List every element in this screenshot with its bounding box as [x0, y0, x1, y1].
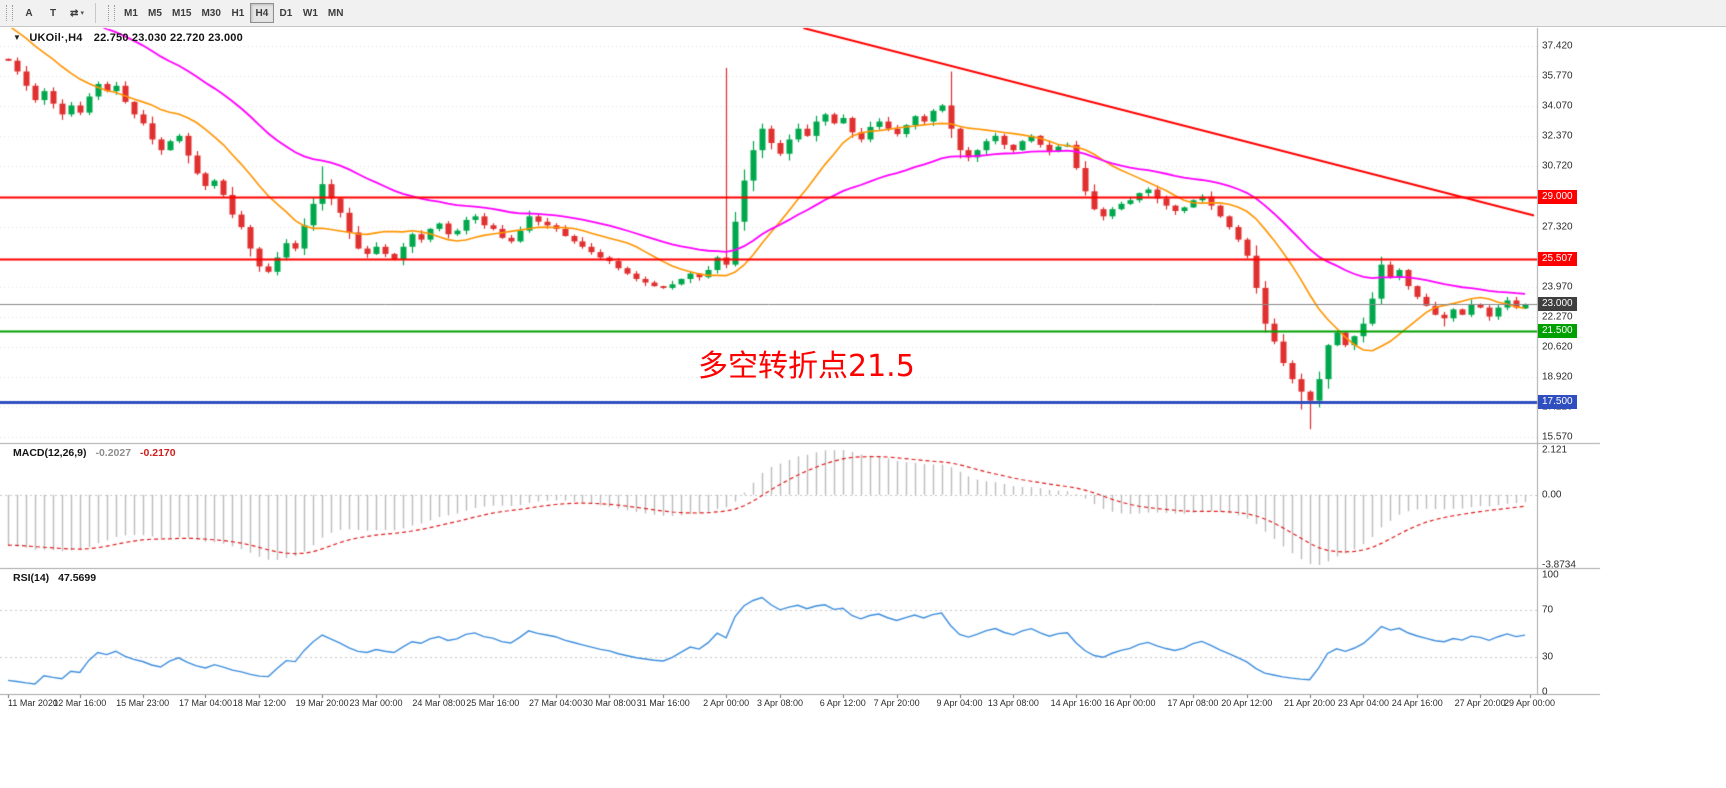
symbol-period-title: UKOil·,H4 — [29, 32, 83, 44]
time-tick-label: 17 Mar 04:00 — [178, 698, 232, 708]
macd-axis-label: 0.00 — [1542, 489, 1562, 501]
time-tick-label: 24 Apr 16:00 — [1391, 698, 1443, 708]
price-level-label: 25.507 — [1538, 252, 1577, 267]
timeframe-button-h4[interactable]: H4 — [249, 3, 274, 23]
price-tick-label: 35.770 — [1542, 70, 1573, 82]
rsi-indicator-label: RSI(14) 47.5699 — [13, 572, 96, 584]
price-level-label: 21.500 — [1538, 323, 1577, 338]
dropdown-caret-icon: ▾ — [80, 10, 84, 17]
time-tick-label: 12 Mar 16:00 — [53, 698, 107, 708]
rsi-axis-label: 100 — [1542, 569, 1559, 581]
arrows-tool[interactable]: ⇄ ▾ — [65, 3, 89, 23]
rsi-axis-label: 30 — [1542, 651, 1554, 663]
chart-marker-icon: ▼ — [13, 33, 22, 42]
time-tick-label: 2 Apr 00:00 — [703, 698, 750, 708]
price-tick-label: 30.720 — [1542, 160, 1573, 172]
timeframe-button-m15[interactable]: M15 — [172, 7, 192, 19]
price-tick-label: 27.320 — [1542, 221, 1573, 233]
price-axis[interactable] — [1537, 28, 1600, 694]
macd-value: -0.2027 — [95, 447, 132, 459]
chart-annotation-text[interactable]: 多空转折点21.5 — [698, 349, 915, 384]
timeframe-button-m30[interactable]: M30 — [201, 7, 221, 19]
label-tool-glyph: A — [25, 7, 33, 19]
toolbar-separator — [95, 3, 96, 23]
macd-axis-label: 2.121 — [1542, 444, 1568, 456]
time-tick-label: 20 Apr 12:00 — [1221, 698, 1273, 708]
price-tick-label: 18.920 — [1542, 371, 1573, 383]
time-tick-label: 30 Mar 08:00 — [582, 698, 636, 708]
timeframe-button-m1[interactable]: M1 — [124, 7, 138, 19]
ohlc-readout: 22.750 23.030 22.720 23.000 — [93, 32, 243, 44]
time-tick-label: 23 Apr 04:00 — [1337, 698, 1389, 708]
price-tick-label: 20.620 — [1542, 341, 1573, 353]
timeframes-toolbar: M1 M5 M15 M30 H1 H4 D1 W1 MN — [119, 3, 348, 23]
label-tool[interactable]: A — [17, 3, 41, 23]
text-tool-glyph: T — [49, 7, 57, 19]
time-tick-label: 13 Apr 08:00 — [987, 698, 1039, 708]
toolbar-grip-2[interactable] — [108, 5, 115, 21]
price-level-label: 29.000 — [1538, 189, 1577, 204]
macd-signal-value: -0.2170 — [140, 447, 176, 459]
time-tick-label: 27 Mar 04:00 — [529, 698, 583, 708]
timeframe-button-h1[interactable]: H1 — [231, 7, 245, 19]
macd-name: MACD(12,26,9) — [13, 447, 87, 459]
timeframe-button-m5[interactable]: M5 — [148, 7, 162, 19]
timeframe-button-d1[interactable]: D1 — [279, 7, 293, 19]
price-tick-label: 37.420 — [1542, 40, 1573, 52]
time-tick-label: 21 Apr 20:00 — [1284, 698, 1336, 708]
rsi-name: RSI(14) — [13, 572, 50, 584]
time-tick-label: 14 Apr 16:00 — [1050, 698, 1102, 708]
line-studies-toolbar: A T ⇄ ▾ — [17, 3, 89, 23]
rsi-axis-label: 0 — [1542, 686, 1548, 698]
price-tick-label: 22.270 — [1542, 311, 1573, 323]
rsi-axis-label: 70 — [1542, 604, 1554, 616]
time-tick-label: 19 Mar 20:00 — [295, 698, 349, 708]
price-tick-label: 34.070 — [1542, 100, 1573, 112]
arrows-tool-glyph: ⇄ — [70, 7, 79, 19]
time-tick-label: 29 Apr 00:00 — [1503, 698, 1556, 708]
price-tick-label: 32.370 — [1542, 130, 1573, 142]
timeframe-button-mn[interactable]: MN — [327, 7, 344, 19]
time-tick-label: 17 Apr 08:00 — [1167, 698, 1219, 708]
macd-axis-label: -3.8734 — [1542, 559, 1576, 571]
text-tool[interactable]: T — [41, 3, 65, 23]
time-tick-label: 7 Apr 20:00 — [873, 698, 920, 708]
time-tick-label: 27 Apr 20:00 — [1454, 698, 1506, 708]
timeframe-button-w1[interactable]: W1 — [302, 7, 318, 19]
toolbar-grip[interactable] — [6, 5, 13, 21]
price-tick-label: 15.570 — [1542, 431, 1573, 443]
time-tick-label: 15 Mar 23:00 — [116, 698, 170, 708]
chart-header: ▼ UKOil·,H4 22.750 23.030 22.720 23.000 — [13, 32, 243, 44]
rsi-value: 47.5699 — [58, 572, 97, 584]
time-tick-label: 24 Mar 08:00 — [412, 698, 466, 708]
toolbar: A T ⇄ ▾ M1 M5 M15 M30 H1 H4 D1 W1 MN — [0, 0, 1726, 27]
current-price-label: 23.000 — [1538, 297, 1577, 311]
time-tick-label: 16 Apr 00:00 — [1104, 698, 1156, 708]
price-tick-label: 23.970 — [1542, 281, 1573, 293]
price-level-label: 17.500 — [1538, 395, 1577, 410]
time-tick-label: 18 Mar 12:00 — [232, 698, 286, 708]
time-tick-label: 9 Apr 04:00 — [936, 698, 983, 708]
time-tick-label: 3 Apr 08:00 — [756, 698, 803, 708]
time-tick-label: 25 Mar 16:00 — [466, 698, 520, 708]
time-tick-label: 31 Mar 16:00 — [636, 698, 690, 708]
macd-indicator-label: MACD(12,26,9) -0.2027 -0.2170 — [13, 447, 176, 459]
time-tick-label: 11 Mar 2020 — [8, 698, 58, 708]
time-tick-label: 6 Apr 12:00 — [819, 698, 866, 708]
time-tick-label: 23 Mar 00:00 — [349, 698, 403, 708]
